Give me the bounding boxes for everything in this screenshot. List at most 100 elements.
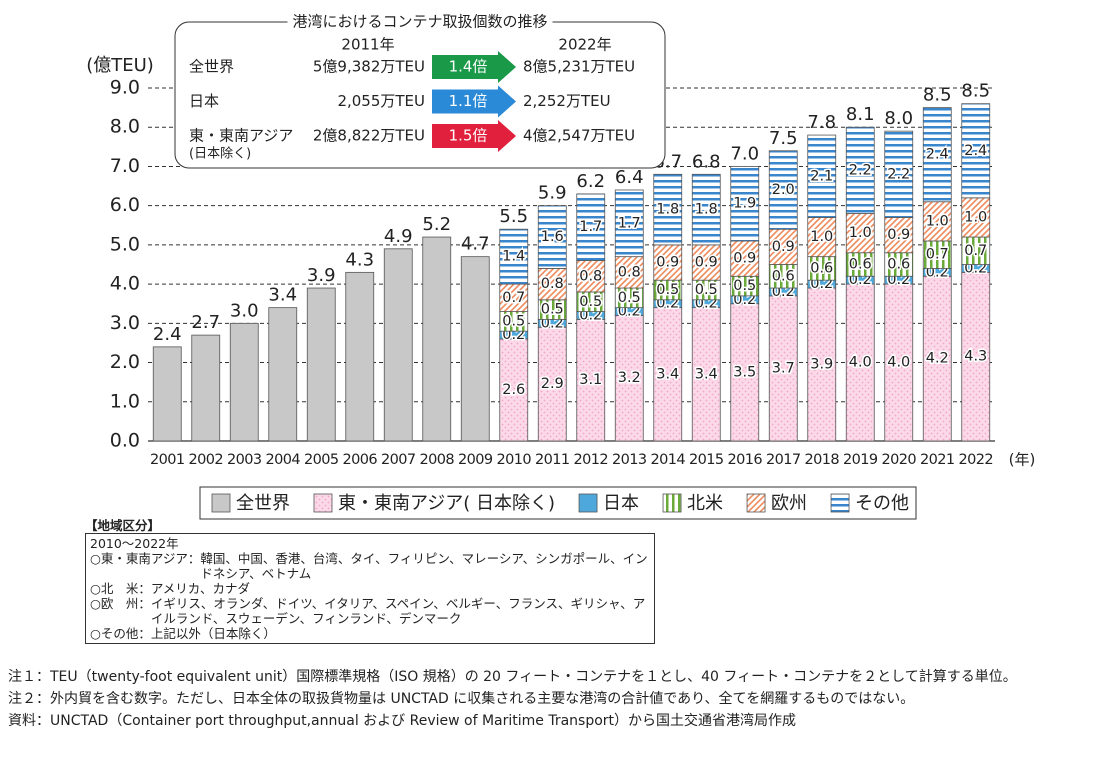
- bar-segment: [229, 322, 259, 442]
- inset-header: 2011年: [341, 36, 394, 54]
- legend-box: [199, 486, 917, 520]
- value-label: 0.8: [541, 276, 564, 292]
- bar-segment: [961, 236, 991, 265]
- total-label: 7.0: [730, 143, 759, 164]
- value-label: 5.2: [422, 214, 451, 235]
- total-label: 6.8: [692, 151, 721, 172]
- region-label: ○東・東南アジア：: [90, 551, 201, 566]
- value-label: 0.8: [618, 264, 641, 280]
- inset-arrow: [432, 51, 516, 83]
- inset-to: 8億5,231万TEU: [523, 58, 635, 76]
- inset-arrow: [432, 85, 516, 118]
- value-label: 2.2: [887, 166, 910, 182]
- bar-segment: [576, 193, 606, 261]
- legend-swatch: [313, 493, 333, 513]
- inset-row-sublabel: (日本除く): [189, 147, 251, 162]
- region-period: 2010〜2022年: [90, 536, 179, 551]
- bar-segment: [460, 256, 490, 442]
- bar-segment: [807, 217, 837, 258]
- value-label: 0.9: [772, 239, 795, 255]
- value-label: 2.9: [541, 376, 564, 392]
- value-label: 1.0: [810, 229, 833, 245]
- value-label: 0.5: [579, 294, 602, 310]
- x-tick-label: 2009: [458, 452, 493, 468]
- value-label: 0.8: [579, 268, 602, 284]
- bar-segment: [922, 107, 952, 203]
- y-tick-label: 6.0: [110, 194, 140, 216]
- notes: 注１： TEU（twenty-foot equivalent unit）国際標準規…: [8, 667, 1078, 731]
- bar-segment: [653, 244, 683, 281]
- x-tick-label: 2018: [804, 452, 839, 468]
- value-label: 1.9: [733, 196, 756, 212]
- x-tick-label: 2017: [766, 452, 801, 468]
- bar-segment: [152, 346, 182, 442]
- x-tick-label: 2003: [227, 452, 262, 468]
- bar-segment: [961, 103, 991, 199]
- value-label: 0.6: [887, 257, 910, 273]
- region-text: 上記以外（日本除く）: [150, 626, 276, 641]
- region-item: ○東・東南アジア： 韓国、中国、香港、台湾、タイ、フィリピン、マレーシア、シンガポ…: [90, 551, 648, 581]
- bar-segment: [922, 275, 952, 442]
- value-label: 1.6: [541, 229, 564, 245]
- legend-label: 北米: [687, 493, 723, 514]
- bar-segment: [576, 319, 606, 442]
- inset-row-label: 全世界: [189, 58, 234, 76]
- note-label: 注２：: [8, 691, 50, 707]
- region-item: ○北 米： アメリカ、カナダ: [90, 581, 648, 596]
- total-label: 8.0: [884, 108, 913, 129]
- value-label: 0.7: [502, 290, 525, 306]
- bar-segment: [730, 166, 760, 242]
- inset-to: 2,252万TEU: [523, 92, 611, 110]
- y-tick-label: 1.0: [110, 390, 140, 412]
- inset-from: 5億9,382万TEU: [313, 58, 425, 76]
- bar-segment: [268, 307, 298, 442]
- total-label: 6.4: [615, 167, 644, 188]
- bar-segment: [922, 240, 952, 269]
- bar-segment: [653, 307, 683, 442]
- value-label: 3.7: [772, 360, 795, 376]
- x-tick-label: 2002: [188, 452, 223, 468]
- total-label: 6.2: [576, 171, 605, 192]
- value-label: 2.4: [926, 147, 949, 163]
- inset-title: 港湾におけるコンテナ取扱個数の推移: [292, 13, 547, 31]
- bar-segment: [576, 260, 606, 293]
- note-text: TEU（twenty-foot equivalent unit）国際標準規格（I…: [50, 669, 1017, 685]
- value-label: 2.1: [810, 168, 833, 184]
- value-label: 2.7: [191, 312, 220, 333]
- total-label: 8.5: [961, 81, 990, 102]
- bar-segment: [499, 338, 529, 442]
- bar-segment: [499, 283, 529, 312]
- bar-segment: [768, 150, 798, 230]
- value-label: 0.5: [656, 282, 679, 298]
- x-axis-label: (年): [1009, 451, 1036, 469]
- region-panel: 【地域区分】 2010〜2022年 ○東・東南アジア： 韓国、中国、香港、台湾、タ…: [85, 518, 665, 644]
- inset-arrow: [432, 120, 516, 152]
- note: 注２： 外内貿を含む数字。ただし、日本全体の取扱貨物量は UNCTAD に収集され…: [8, 689, 1078, 709]
- x-tick-label: 2005: [304, 452, 339, 468]
- bar-segment: [191, 334, 221, 442]
- bar-segment: [614, 256, 644, 289]
- value-label: 3.4: [268, 285, 297, 306]
- note-label: 資料：: [8, 713, 50, 729]
- value-label: 1.0: [926, 213, 949, 229]
- x-tick-label: 2007: [381, 452, 416, 468]
- total-label: 8.1: [846, 104, 875, 125]
- value-label: 1.0: [849, 225, 872, 241]
- value-label: 1.7: [618, 215, 641, 231]
- x-tick-label: 2004: [265, 452, 300, 468]
- inset-header: 2022年: [558, 36, 611, 54]
- note-text: UNCTAD（Container port throughput,annual …: [50, 713, 797, 729]
- x-tick-label: 2010: [496, 452, 531, 468]
- legend-label: 全世界: [236, 493, 290, 514]
- legend-label: その他: [855, 493, 909, 514]
- note: 注１： TEU（twenty-foot equivalent unit）国際標準規…: [8, 667, 1078, 687]
- region-text: 韓国、中国、香港、台湾、タイ、フィリピン、マレーシア、シンガポール、インドネシア…: [200, 551, 648, 581]
- value-label: 0.7: [964, 243, 987, 259]
- value-label: 4.2: [926, 351, 949, 367]
- inset-row-label: 東・東南アジア: [189, 127, 293, 145]
- x-tick-label: 2022: [958, 452, 993, 468]
- value-label: 3.2: [618, 370, 641, 386]
- region-text: アメリカ、カナダ: [150, 581, 251, 596]
- region-label: ○欧 州：: [90, 596, 151, 611]
- x-tick-label: 2019: [843, 452, 878, 468]
